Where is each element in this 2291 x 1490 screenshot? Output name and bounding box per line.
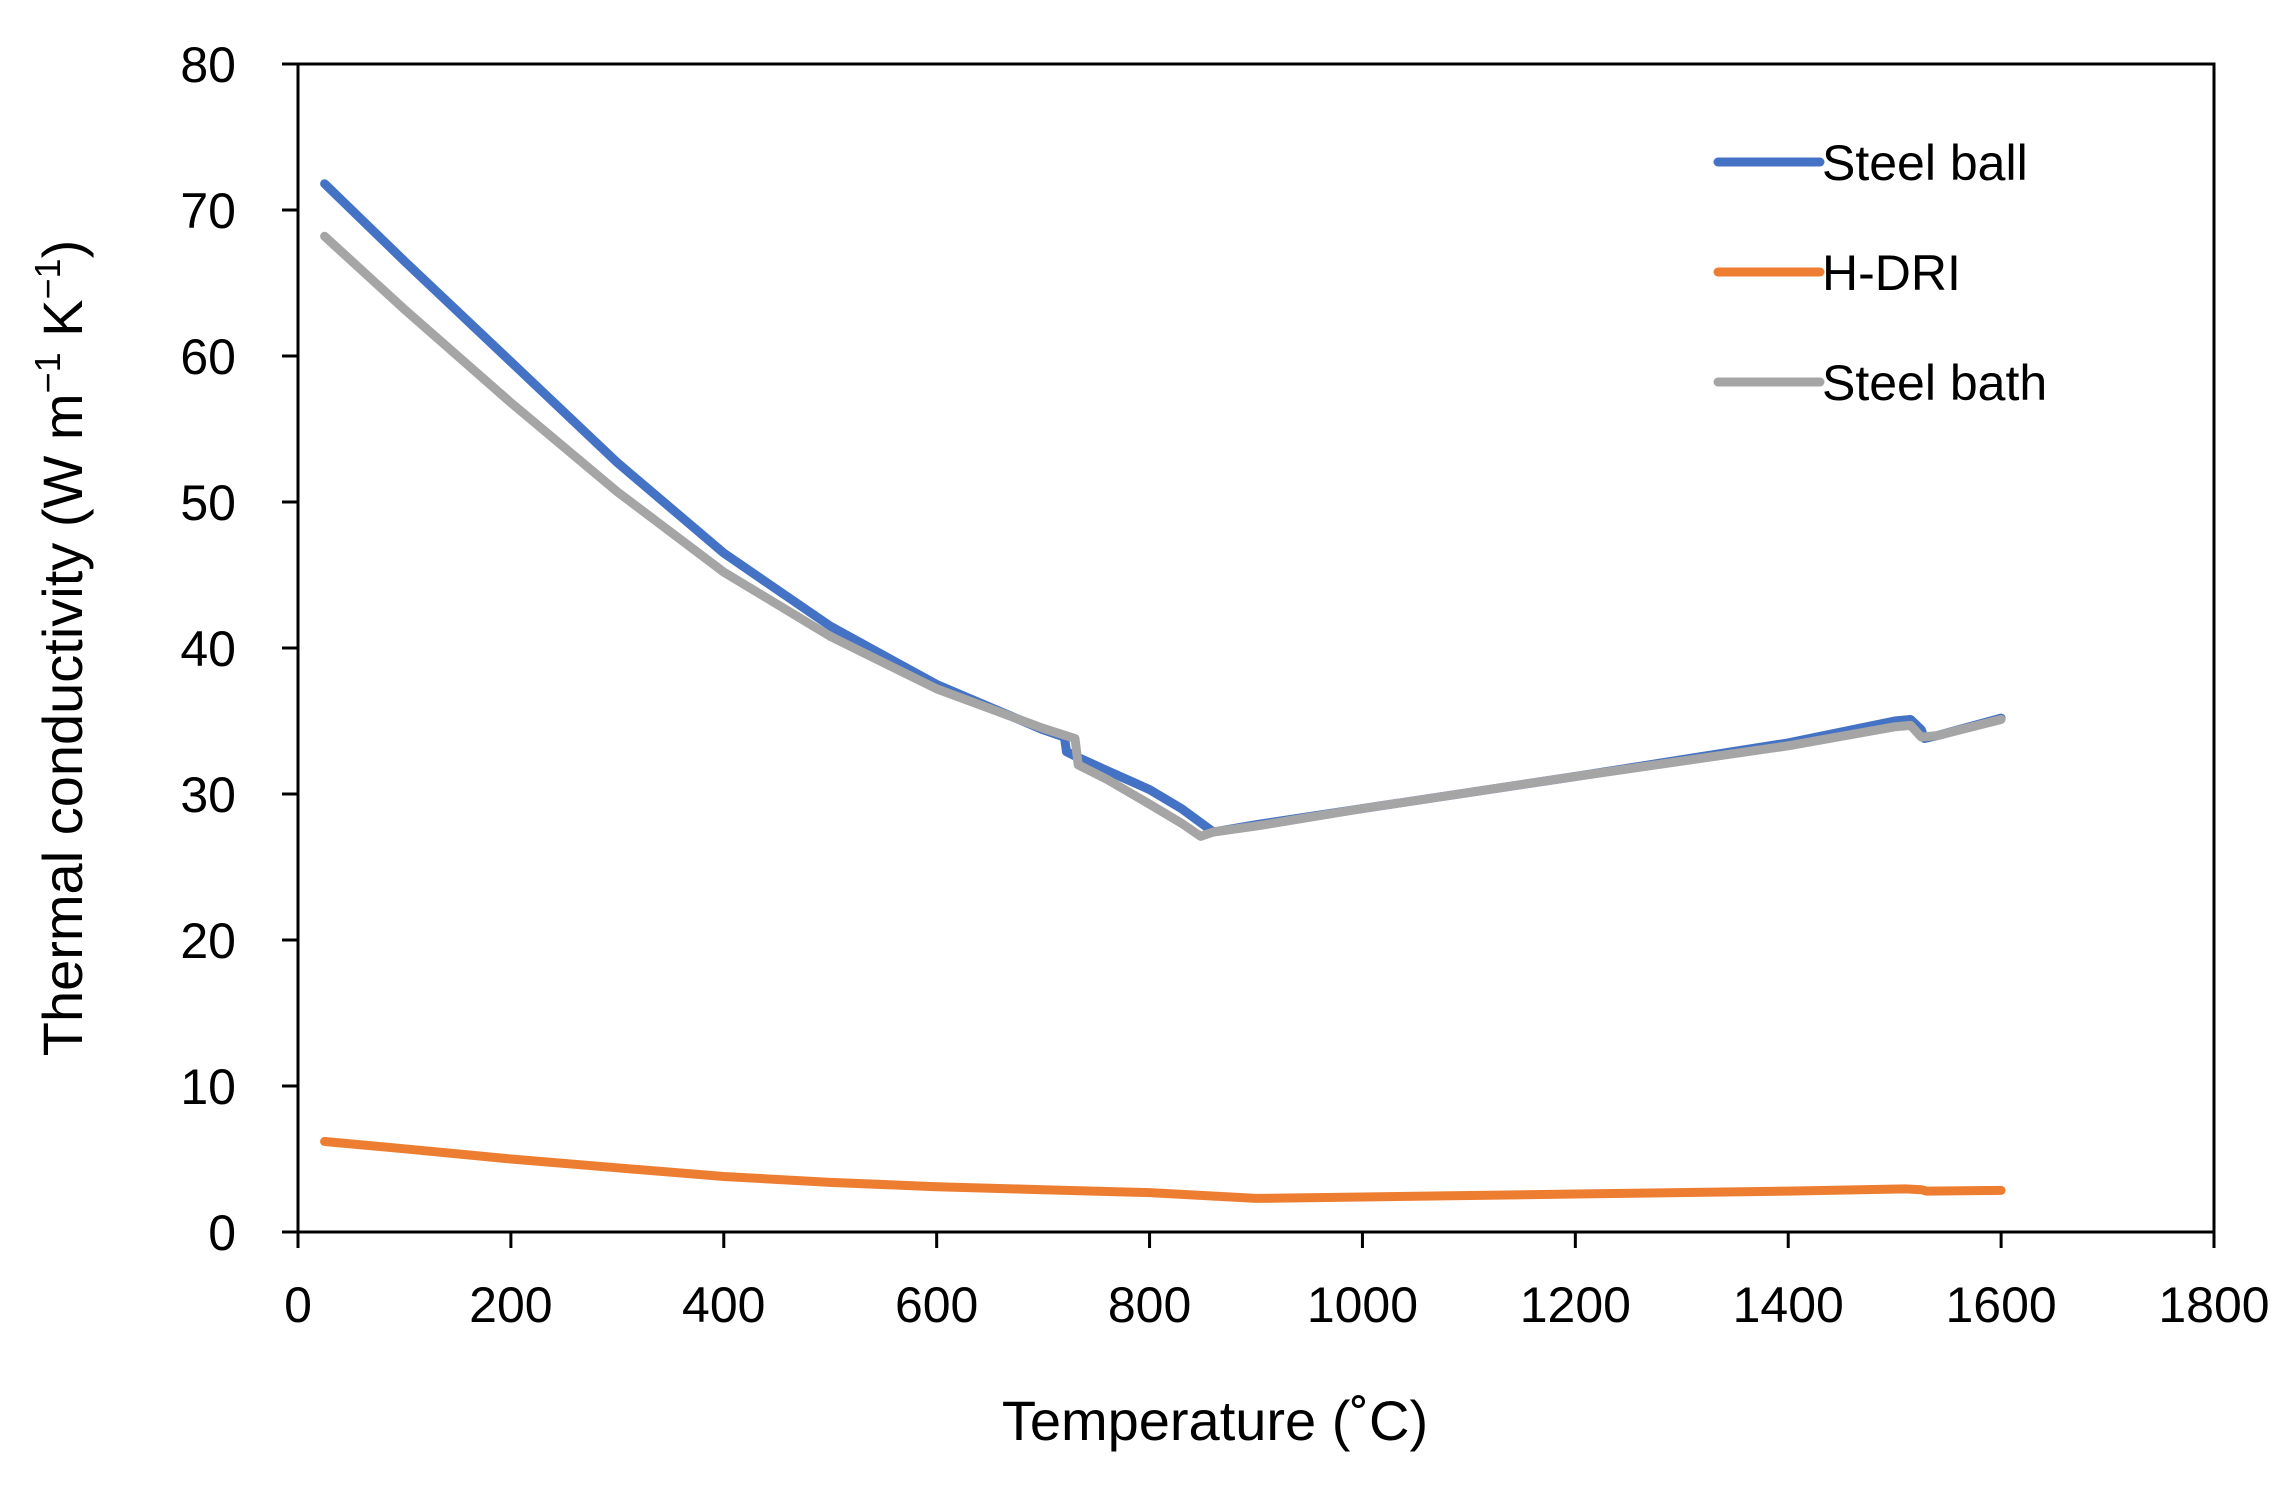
y-tick-label: 0: [208, 1205, 236, 1261]
x-axis-ticks: 0 200 400 600 800 1000 1200 1400 1600 1800: [284, 1232, 2270, 1333]
y-axis-title-end: ): [31, 240, 94, 259]
legend: Steel ball H-DRI Steel bath: [1713, 135, 2047, 411]
x-tick-label: 1400: [1733, 1277, 1844, 1333]
x-tick-label: 1200: [1520, 1277, 1631, 1333]
y-axis-title: Thermal conductivity (W m−1 K−1): [27, 240, 94, 1056]
x-tick-label: 600: [895, 1277, 978, 1333]
series-line-steel-bath: [320, 231, 2006, 841]
y-axis-title-main: Thermal conductivity (W m: [31, 393, 94, 1056]
x-tick-label: 400: [682, 1277, 765, 1333]
y-tick-label: 50: [180, 475, 236, 531]
x-tick-label: 800: [1108, 1277, 1191, 1333]
x-tick-label: 1000: [1307, 1277, 1418, 1333]
y-tick-label: 30: [180, 767, 236, 823]
x-tick-label: 1800: [2158, 1277, 2269, 1333]
y-tick-label: 20: [180, 913, 236, 969]
series-layer: [320, 179, 2006, 1203]
x-tick-label: 1600: [1945, 1277, 2056, 1333]
y-axis-title-sup-2: −1: [27, 258, 68, 299]
series-line-h-dri: [320, 1137, 2006, 1203]
x-tick-label: 200: [469, 1277, 552, 1333]
y-axis-title-sup-1: −1: [27, 352, 68, 393]
y-tick-label: 80: [180, 37, 236, 93]
series-line-steel-ball: [320, 179, 2006, 837]
x-axis-title: Temperature (˚C): [1002, 1389, 1428, 1452]
legend-label-steel-ball: Steel ball: [1822, 135, 2028, 191]
legend-label-h-dri: H-DRI: [1822, 245, 1961, 301]
legend-label-steel-bath: Steel bath: [1822, 355, 2047, 411]
y-tick-label: 10: [180, 1059, 236, 1115]
y-tick-label: 70: [180, 183, 236, 239]
y-tick-label: 40: [180, 621, 236, 677]
y-axis-title-unit-k: K: [31, 299, 94, 352]
y-tick-label: 60: [180, 329, 236, 385]
y-axis-ticks: 0 10 20 30 40 50 60 70 80: [180, 37, 298, 1261]
x-tick-label: 0: [284, 1277, 312, 1333]
